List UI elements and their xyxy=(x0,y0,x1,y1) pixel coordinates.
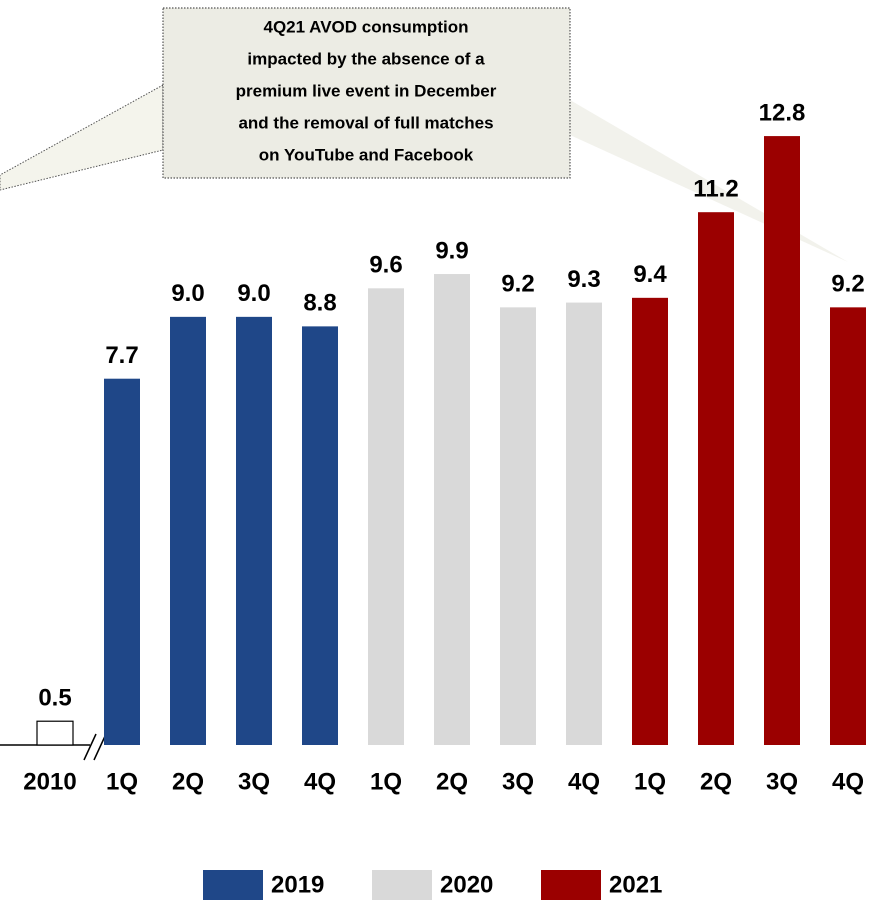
x-tick-label: 1Q xyxy=(106,768,138,795)
bar xyxy=(698,212,734,745)
bar xyxy=(566,302,602,745)
value-label: 9.0 xyxy=(237,280,270,307)
legend-swatch xyxy=(203,870,263,900)
value-label: 7.7 xyxy=(105,342,138,369)
legend-swatch xyxy=(372,870,432,900)
annotation-text: impacted by the absence of a xyxy=(247,49,485,68)
bar xyxy=(368,288,404,745)
bar xyxy=(500,307,536,745)
bar xyxy=(104,378,140,745)
bar xyxy=(36,720,74,746)
x-tick-label: 3Q xyxy=(766,768,798,795)
x-tick-label: 3Q xyxy=(238,768,270,795)
value-label: 11.2 xyxy=(693,176,738,203)
annotation-box xyxy=(162,7,571,179)
value-label: 8.8 xyxy=(303,290,336,317)
bar xyxy=(302,326,338,745)
x-tick-label: 1Q xyxy=(634,768,666,795)
value-label: 0.5 xyxy=(38,685,71,712)
x-tick-label: 4Q xyxy=(568,768,600,795)
bar xyxy=(764,136,800,746)
bar xyxy=(170,316,206,745)
bar xyxy=(236,316,272,745)
value-label: 9.3 xyxy=(567,266,600,293)
value-label: 9.6 xyxy=(369,252,402,279)
x-tick-label: 2Q xyxy=(172,768,204,795)
legend-label: 2020 xyxy=(440,871,493,898)
value-label: 9.2 xyxy=(831,271,864,298)
value-label: 9.2 xyxy=(501,271,534,298)
bar xyxy=(434,274,470,745)
x-tick-label: 1Q xyxy=(370,768,402,795)
value-label: 9.0 xyxy=(171,280,204,307)
callout-pointer xyxy=(0,84,164,191)
x-tick-label: 4Q xyxy=(304,768,336,795)
legend-label: 2019 xyxy=(271,871,324,898)
bar xyxy=(632,297,668,745)
bar xyxy=(830,307,866,745)
legend-label: 2021 xyxy=(609,871,662,898)
axis-break xyxy=(83,733,97,761)
annotation-text: premium live event in December xyxy=(236,81,497,100)
x-tick-label: 4Q xyxy=(832,768,864,795)
value-label: 9.9 xyxy=(435,237,468,264)
x-tick-label: 3Q xyxy=(502,768,534,795)
x-tick-label: 2010 xyxy=(23,768,76,795)
annotation-text: 4Q21 AVOD consumption xyxy=(264,17,469,36)
x-tick-label: 2Q xyxy=(436,768,468,795)
annotation-text: and the removal of full matches xyxy=(238,113,493,132)
x-tick-label: 2Q xyxy=(700,768,732,795)
value-label: 9.4 xyxy=(633,261,667,288)
annotation-text: on YouTube and Facebook xyxy=(259,145,474,164)
legend-swatch xyxy=(541,870,601,900)
value-label: 12.8 xyxy=(759,99,806,126)
